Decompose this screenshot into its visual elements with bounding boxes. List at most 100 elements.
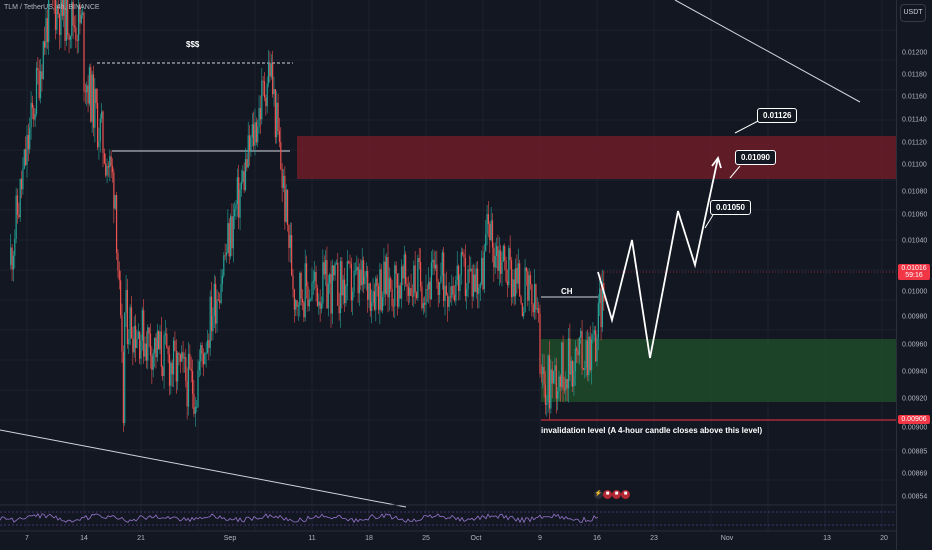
target-callout-1[interactable]: 0.01126 xyxy=(757,108,798,123)
candle-body xyxy=(189,353,191,369)
candle-body xyxy=(105,163,107,176)
candle-body xyxy=(111,165,114,173)
candle-body xyxy=(555,365,557,399)
candle-body xyxy=(437,281,439,296)
candle-body xyxy=(259,108,262,120)
candle-body xyxy=(57,4,59,15)
candle-body xyxy=(485,234,487,252)
candle-body xyxy=(369,283,371,311)
candle-body xyxy=(546,402,548,405)
candle-body xyxy=(147,327,149,361)
candle-body xyxy=(493,247,495,268)
candle-body xyxy=(276,102,278,138)
candle-body xyxy=(272,63,274,95)
candle-body xyxy=(227,223,229,253)
price-tick: 0.00920 xyxy=(902,395,928,403)
candle-body xyxy=(166,333,168,348)
candle-body xyxy=(327,283,329,309)
candle-body xyxy=(158,331,160,350)
candle-body xyxy=(278,130,281,142)
candle-body xyxy=(561,342,563,387)
target-callout-2[interactable]: 0.01090 xyxy=(735,150,776,165)
candle-body xyxy=(365,270,367,277)
candle-body xyxy=(79,5,81,24)
candle-body xyxy=(212,316,214,332)
candle-body xyxy=(228,223,230,257)
candle-body xyxy=(84,91,86,93)
candle-body xyxy=(425,289,427,305)
candle-body xyxy=(481,257,483,284)
candle-body xyxy=(18,214,20,218)
flag-icon[interactable]: ■ xyxy=(621,490,630,499)
candle-body xyxy=(225,252,228,256)
candle-body xyxy=(342,279,344,296)
time-tick: 16 xyxy=(593,535,601,542)
candle-body xyxy=(11,247,13,270)
candle-body xyxy=(54,0,57,30)
time-tick: 9 xyxy=(538,535,542,542)
candle-body xyxy=(339,261,342,314)
candle-body xyxy=(399,285,401,299)
candle-body xyxy=(464,257,466,297)
candle-body xyxy=(223,255,225,276)
candle-body xyxy=(242,170,244,182)
candle-body xyxy=(26,135,28,165)
candle-body xyxy=(144,343,146,357)
candle-body xyxy=(413,265,415,297)
candle-body xyxy=(284,175,286,222)
candle-body xyxy=(326,260,328,309)
price-tick: 0.00885 xyxy=(902,448,928,456)
candle-body xyxy=(574,348,576,372)
candle-body xyxy=(318,301,320,306)
candle-body xyxy=(361,260,363,286)
price-tick: 0.01160 xyxy=(902,93,927,101)
candle-body xyxy=(126,289,129,345)
candle-body xyxy=(178,352,180,355)
candle-body xyxy=(257,126,259,143)
price-axis[interactable] xyxy=(896,0,932,550)
candle-body xyxy=(550,369,552,409)
candle-body xyxy=(357,266,359,294)
candle-body xyxy=(303,302,305,318)
candle-body xyxy=(312,281,314,283)
candle-body xyxy=(512,279,514,298)
candle-body xyxy=(386,257,388,294)
symbol-title[interactable]: TLM / TetherUS, 4h, BINANCE xyxy=(4,4,100,11)
lower-trendline xyxy=(0,429,407,508)
candle-body xyxy=(130,307,133,339)
candle-body xyxy=(434,264,437,269)
candle-body xyxy=(487,214,490,224)
candle-body xyxy=(92,74,95,128)
candle-body xyxy=(33,108,35,120)
candle-body xyxy=(181,352,183,362)
candle-body xyxy=(182,352,184,359)
candle-body xyxy=(323,262,325,275)
lightning-icon[interactable]: ⚡ xyxy=(594,490,603,499)
target-callout-3[interactable]: 0.01050 xyxy=(710,200,751,215)
candle-body xyxy=(513,279,515,297)
candle-body xyxy=(319,301,321,309)
candle-body xyxy=(152,352,154,370)
candle-body xyxy=(210,296,213,332)
candle-body xyxy=(153,337,156,353)
candle-body xyxy=(592,334,594,340)
candle-body xyxy=(472,274,475,297)
candle-body xyxy=(329,274,331,284)
candle-body xyxy=(20,178,23,190)
candle-body xyxy=(360,269,362,286)
candle-body xyxy=(64,0,66,41)
flag-icon[interactable]: ■ xyxy=(603,490,612,499)
flag-icon[interactable]: ■ xyxy=(612,490,621,499)
candle-body xyxy=(109,156,111,168)
candle-body xyxy=(596,338,598,362)
currency-scale-button[interactable]: USDT xyxy=(900,4,926,22)
candle-body xyxy=(368,283,370,300)
candle-body xyxy=(476,268,479,294)
candle-body xyxy=(371,302,373,311)
candle-body xyxy=(114,195,116,209)
candle-body xyxy=(274,89,276,138)
candle-body xyxy=(301,298,304,303)
candle-body xyxy=(172,340,175,375)
candlestick-series xyxy=(10,0,605,432)
